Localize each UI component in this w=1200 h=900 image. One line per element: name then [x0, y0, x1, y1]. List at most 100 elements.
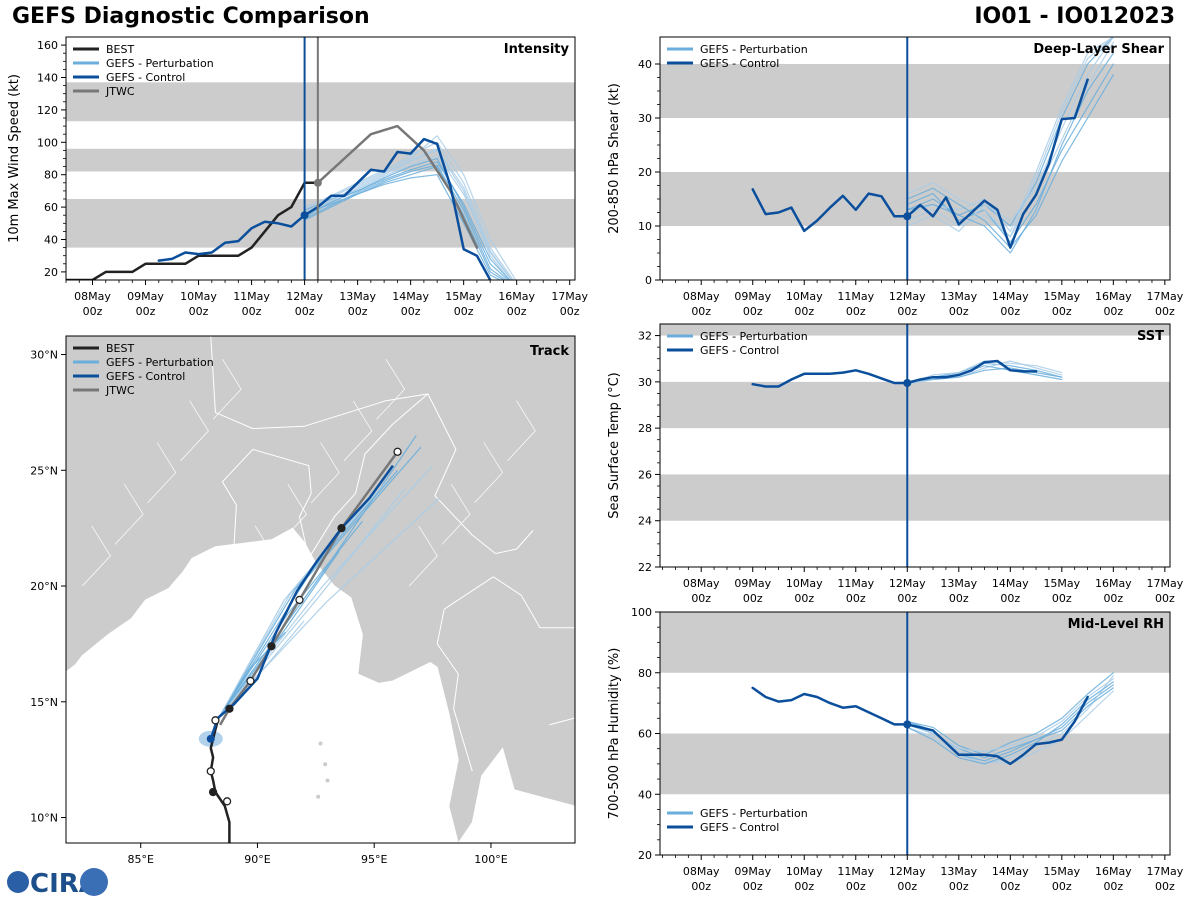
x-tick-label-hour: 00z: [1103, 305, 1123, 318]
shading-band: [660, 612, 1170, 673]
y-tick-label: 100: [631, 606, 652, 619]
x-tick-label-date: 16May: [1095, 290, 1132, 303]
x-tick-label-hour: 00z: [1000, 305, 1020, 318]
x-tick-label-hour: 00z: [295, 305, 315, 318]
x-tick-label-hour: 00z: [846, 592, 866, 605]
y-tick-label: 60: [44, 201, 58, 214]
jtwc-track-point: [225, 704, 234, 713]
x-tick-label-hour: 00z: [136, 305, 156, 318]
init-marker: [300, 211, 309, 220]
admin-border: [82, 525, 111, 587]
x-tick-label-date: 08May: [683, 290, 720, 303]
x-tick-label-hour: 00z: [1052, 305, 1072, 318]
control-pre-line: [157, 213, 306, 262]
y-axis-label: 700-500 hPa Humidity (%): [607, 648, 622, 820]
lon-tick-label: 85°E: [127, 853, 153, 866]
x-tick-label-hour: 00z: [846, 305, 866, 318]
x-tick-label-date: 10May: [786, 290, 823, 303]
lat-tick-label: 20°N: [30, 580, 58, 593]
plot-area: [751, 359, 1063, 388]
jtwc-track-point: [337, 524, 346, 533]
x-tick-label-hour: 00z: [743, 305, 763, 318]
cira-logo: CIRA: [7, 868, 108, 898]
admin-border: [245, 525, 275, 587]
y-axis-label: Sea Surface Temp (°C): [607, 372, 622, 519]
admin-border: [507, 400, 536, 462]
y-tick-label: 40: [638, 788, 652, 801]
x-tick-label-hour: 00z: [348, 305, 368, 318]
y-tick-label: 40: [44, 234, 58, 247]
control-line: [303, 137, 492, 280]
x-tick-label-date: 17May: [1146, 577, 1183, 590]
shading-band: [660, 474, 1170, 521]
island: [325, 778, 330, 783]
x-tick-label-date: 08May: [683, 577, 720, 590]
shading-band: [66, 82, 575, 122]
y-axis-label: 10m Max Wind Speed (kt): [7, 74, 22, 243]
jtwc-track-point: [246, 676, 255, 686]
x-tick-label-date: 10May: [786, 577, 823, 590]
x-tick-label-date: 16May: [498, 290, 535, 303]
y-tick-label: 80: [44, 169, 58, 182]
control-line: [751, 359, 1038, 388]
x-tick-label-hour: 00z: [949, 592, 969, 605]
x-tick-label-date: 13May: [339, 290, 376, 303]
ensemble-member-line: [906, 37, 1114, 232]
lon-tick-label: 90°E: [244, 853, 270, 866]
plot-area: [751, 672, 1114, 766]
y-tick-label: 160: [37, 39, 58, 52]
admin-border: [278, 484, 307, 545]
legend-label: GEFS - Control: [700, 344, 779, 357]
x-tick-label-hour: 00z: [691, 305, 711, 318]
legend-label: GEFS - Control: [106, 71, 185, 84]
x-tick-label-hour: 00z: [454, 305, 474, 318]
control-line: [751, 686, 1089, 766]
x-tick-label-hour: 00z: [846, 880, 866, 893]
legend-label: GEFS - Control: [106, 370, 185, 383]
control-track-line: [209, 464, 394, 740]
x-tick-label-date: 08May: [74, 290, 111, 303]
jtwc-track-point: [393, 447, 402, 456]
x-tick-label-date: 08May: [683, 865, 720, 878]
x-tick-label-date: 12May: [889, 290, 926, 303]
x-tick-label-hour: 00z: [897, 592, 917, 605]
shading-band: [660, 733, 1170, 795]
x-tick-label-date: 14May: [392, 290, 429, 303]
y-tick-label: 140: [37, 72, 58, 85]
country-border: [493, 576, 575, 629]
x-tick-label-date: 14May: [992, 865, 1029, 878]
lat-tick-label: 30°N: [30, 349, 58, 362]
x-tick-label-date: 10May: [786, 865, 823, 878]
x-tick-label-hour: 00z: [897, 880, 917, 893]
y-tick-label: 26: [638, 468, 652, 481]
y-tick-label: 0: [645, 274, 652, 287]
admin-border: [114, 484, 144, 545]
rh-panel: 20 40 60 80 100 08May 00z 09May 00z 10May 00z 11May…: [607, 606, 1184, 893]
logo-globe-icon: [7, 871, 29, 893]
x-tick-label-date: 10May: [180, 290, 217, 303]
x-tick-label-date: 09May: [734, 865, 771, 878]
shading-band: [66, 148, 575, 172]
init-marker: [903, 212, 912, 221]
ensemble-member-line: [304, 135, 517, 280]
x-tick-label-date: 11May: [837, 577, 874, 590]
jtwc-track-point: [267, 642, 276, 651]
legend-label: BEST: [106, 342, 134, 355]
x-tick-label-hour: 00z: [1052, 592, 1072, 605]
x-tick-label-hour: 00z: [242, 305, 262, 318]
admin-border: [376, 359, 406, 420]
plot-area: [66, 124, 517, 280]
y-tick-label: 120: [37, 104, 58, 117]
admin-border: [310, 442, 340, 503]
x-tick-label-date: 15May: [1043, 290, 1080, 303]
legend-label: GEFS - Perturbation: [700, 807, 808, 820]
admin-border: [343, 400, 373, 462]
y-tick-label: 30: [638, 112, 652, 125]
x-tick-label-date: 09May: [734, 577, 771, 590]
ensemble-member-line: [906, 672, 1114, 756]
ensemble-member-line: [906, 37, 1114, 232]
x-tick-label-date: 14May: [992, 577, 1029, 590]
panel-title: Intensity: [504, 42, 570, 57]
island: [318, 741, 323, 746]
x-tick-label-date: 15May: [445, 290, 482, 303]
